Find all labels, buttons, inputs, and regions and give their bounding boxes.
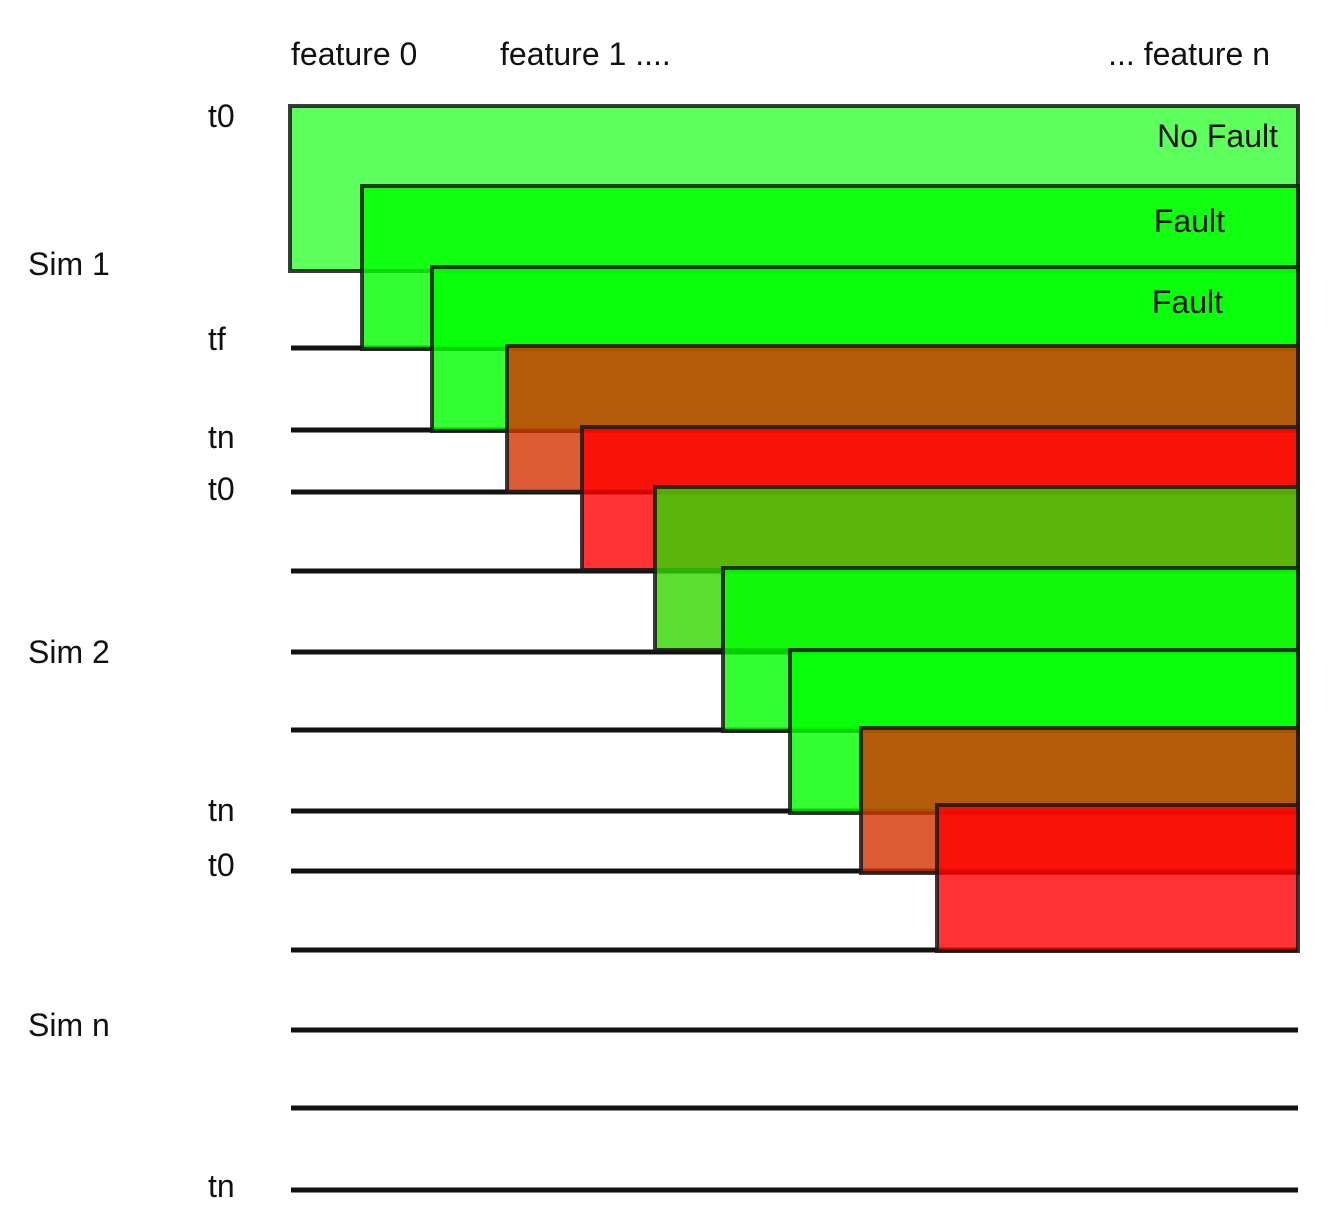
feature-n-label: ... feature n (1108, 36, 1270, 72)
time-label-t0: t0 (208, 471, 235, 507)
fault-label: Fault (1154, 203, 1225, 239)
sim-1-label: Sim 1 (28, 246, 110, 282)
time-label-tf: tf (208, 321, 226, 357)
time-label-tn: tn (208, 792, 235, 828)
window-stack (288, 104, 1300, 953)
time-label-tn: tn (208, 419, 235, 455)
sim-2-label: Sim 2 (28, 634, 110, 670)
no-fault-label: No Fault (1157, 118, 1278, 154)
time-label-t0: t0 (208, 98, 235, 134)
feature-0-label: feature 0 (291, 36, 417, 72)
time-label-tn: tn (208, 1168, 235, 1204)
sim-n-label: Sim n (28, 1007, 110, 1043)
time-label-t0: t0 (208, 847, 235, 883)
window-detected-fault (935, 803, 1300, 953)
feature-1-label: feature 1 .... (500, 36, 671, 72)
fault-label: Fault (1152, 284, 1223, 320)
